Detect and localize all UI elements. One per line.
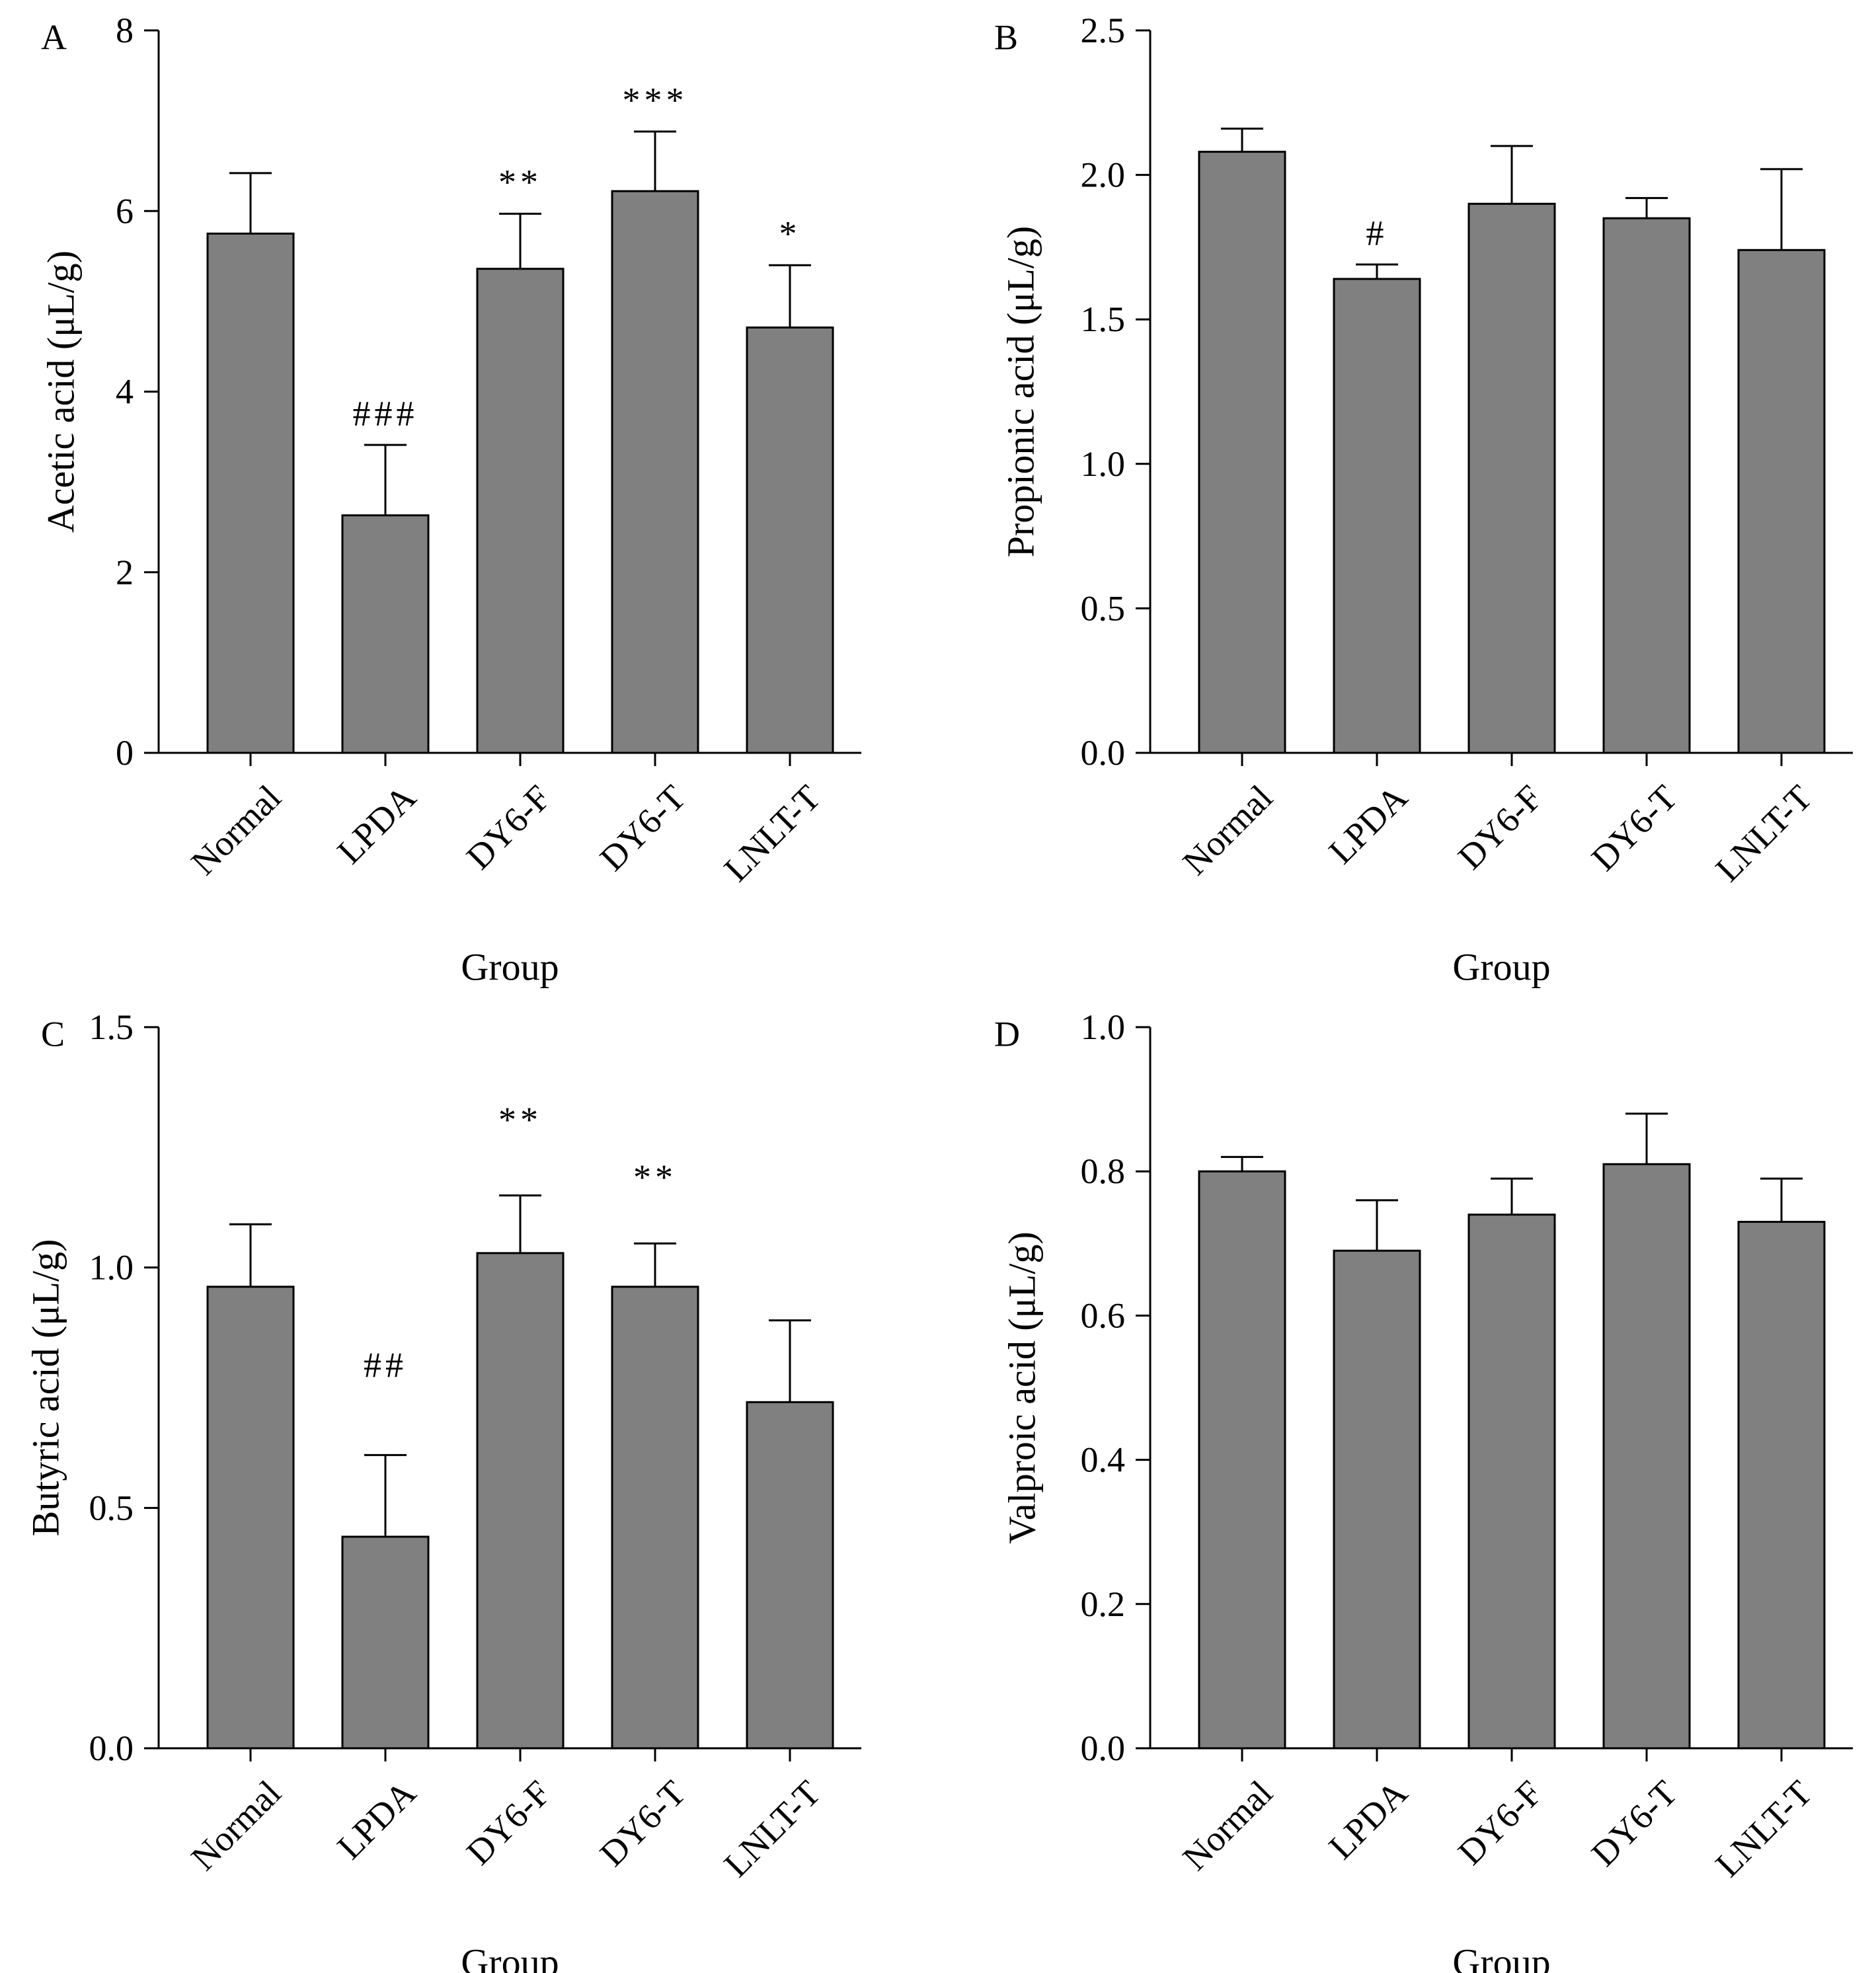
bar-lpda xyxy=(341,1535,430,1750)
x-tick-label: LNLT-T xyxy=(717,1773,828,1884)
panel-letter: C xyxy=(41,1014,65,1054)
significance-marker: ### xyxy=(353,393,418,433)
y-tick-label: 0.0 xyxy=(1081,733,1126,773)
x-tick-label: Normal xyxy=(1175,777,1280,882)
x-tick-label: DY6-F xyxy=(459,1773,559,1873)
y-tick-label: 0.5 xyxy=(89,1488,134,1528)
x-tick-label: LPDA xyxy=(330,1773,424,1867)
significance-marker: * xyxy=(779,214,801,254)
x-axis-label: Group xyxy=(461,945,559,988)
bar-dy6-f xyxy=(1467,1214,1556,1750)
bar-normal xyxy=(1198,151,1286,754)
y-tick-label: 2.0 xyxy=(1081,155,1126,195)
y-tick-label: 2.5 xyxy=(1081,11,1126,50)
bar-dy6-t xyxy=(1602,217,1691,754)
significance-marker: *** xyxy=(623,80,688,120)
y-axis-label: Butyric acid (μL/g) xyxy=(24,1239,67,1537)
y-axis-label: Valproic acid (μL/g) xyxy=(1000,1231,1043,1543)
x-tick-label: Normal xyxy=(184,1773,289,1878)
y-tick-label: 0.0 xyxy=(89,1728,134,1768)
chart-panel-c: C 0.0 0.5 1.0 1.5 Butyric acid (μL/g) Normal ##… xyxy=(24,1007,861,1973)
panel-letter: D xyxy=(994,1014,1020,1054)
y-tick-label: 2 xyxy=(116,553,134,592)
x-tick-label: DY6-T xyxy=(592,1773,693,1874)
y-tick-label: 0.0 xyxy=(1081,1728,1126,1768)
y-tick-label: 1.0 xyxy=(1081,444,1126,484)
y-tick-label: 4 xyxy=(116,372,134,412)
y-tick-label: 0.5 xyxy=(1081,588,1126,628)
y-axis-label: Propionic acid (μL/g) xyxy=(999,226,1042,557)
x-tick-label: DY6-T xyxy=(1584,777,1685,878)
y-axis-label: Acetic acid (μL/g) xyxy=(39,251,82,533)
y-tick-label: 0 xyxy=(116,733,134,773)
bar-normal xyxy=(206,1286,295,1750)
x-tick-label: LNLT-T xyxy=(717,777,828,889)
x-tick-label: DY6-F xyxy=(459,777,559,877)
x-axis-label: Group xyxy=(1452,945,1550,988)
bar-dy6-f xyxy=(476,268,565,754)
panel-letter: B xyxy=(994,17,1018,57)
x-tick-label: DY6-T xyxy=(1584,1773,1685,1874)
bar-lnlt-t xyxy=(1737,249,1826,754)
x-tick-label: LPDA xyxy=(1321,777,1415,871)
chart-panel-a: A 0 2 4 6 8 Acetic acid (μL/g) Normal ### LPDA ** D… xyxy=(39,11,861,988)
bar-dy6-f xyxy=(1467,202,1556,754)
y-tick-label: 1.0 xyxy=(89,1248,134,1288)
bar-dy6-t xyxy=(1602,1163,1691,1750)
significance-marker: # xyxy=(1366,213,1388,253)
x-tick-label: LNLT-T xyxy=(1708,1773,1820,1884)
panel-letter: A xyxy=(41,17,67,57)
y-tick-label: 8 xyxy=(116,11,134,50)
x-axis-label: Group xyxy=(1452,1941,1550,1973)
significance-marker: ** xyxy=(498,1100,542,1140)
bar-lpda xyxy=(341,514,430,754)
x-tick-label: LNLT-T xyxy=(1708,777,1820,889)
bar-lnlt-t xyxy=(746,326,834,754)
bar-dy6-f xyxy=(476,1252,565,1750)
y-tick-label: 1.5 xyxy=(1081,299,1126,339)
bar-lnlt-t xyxy=(1737,1221,1826,1750)
bar-normal xyxy=(1198,1170,1286,1750)
y-tick-label: 0.2 xyxy=(1081,1584,1126,1624)
significance-marker: ** xyxy=(633,1157,677,1197)
y-tick-label: 6 xyxy=(116,191,134,231)
y-tick-label: 0.6 xyxy=(1081,1296,1126,1335)
bar-dy6-t xyxy=(611,1286,699,1750)
x-tick-label: DY6-F xyxy=(1450,1773,1550,1873)
x-tick-label: Normal xyxy=(184,777,289,882)
bar-lpda xyxy=(1333,1249,1421,1750)
y-tick-label: 1.5 xyxy=(89,1007,134,1047)
significance-marker: ## xyxy=(364,1345,407,1385)
x-tick-label: DY6-T xyxy=(592,777,693,878)
y-tick-label: 1.0 xyxy=(1081,1007,1126,1047)
y-tick-label: 0.4 xyxy=(1081,1440,1126,1480)
x-tick-label: LPDA xyxy=(330,777,424,871)
bar-lnlt-t xyxy=(746,1401,834,1750)
bar-lpda xyxy=(1333,278,1421,754)
y-tick-label: 0.8 xyxy=(1081,1151,1126,1191)
chart-panel-b: B 0.0 0.5 1.0 1.5 2.0 2.5 Propionic acid (μL/g)… xyxy=(994,11,1853,988)
chart-panel-d: D 0.0 0.2 0.4 0.6 0.8 1.0 Valproic acid (μL/g) N… xyxy=(994,1007,1853,1973)
bar-normal xyxy=(206,232,295,754)
bar-dy6-t xyxy=(611,190,699,754)
x-axis-label: Group xyxy=(461,1941,559,1973)
x-tick-label: DY6-F xyxy=(1450,777,1550,877)
x-tick-label: Normal xyxy=(1175,1773,1280,1878)
x-tick-label: LPDA xyxy=(1321,1773,1415,1867)
significance-marker: ** xyxy=(498,163,542,202)
